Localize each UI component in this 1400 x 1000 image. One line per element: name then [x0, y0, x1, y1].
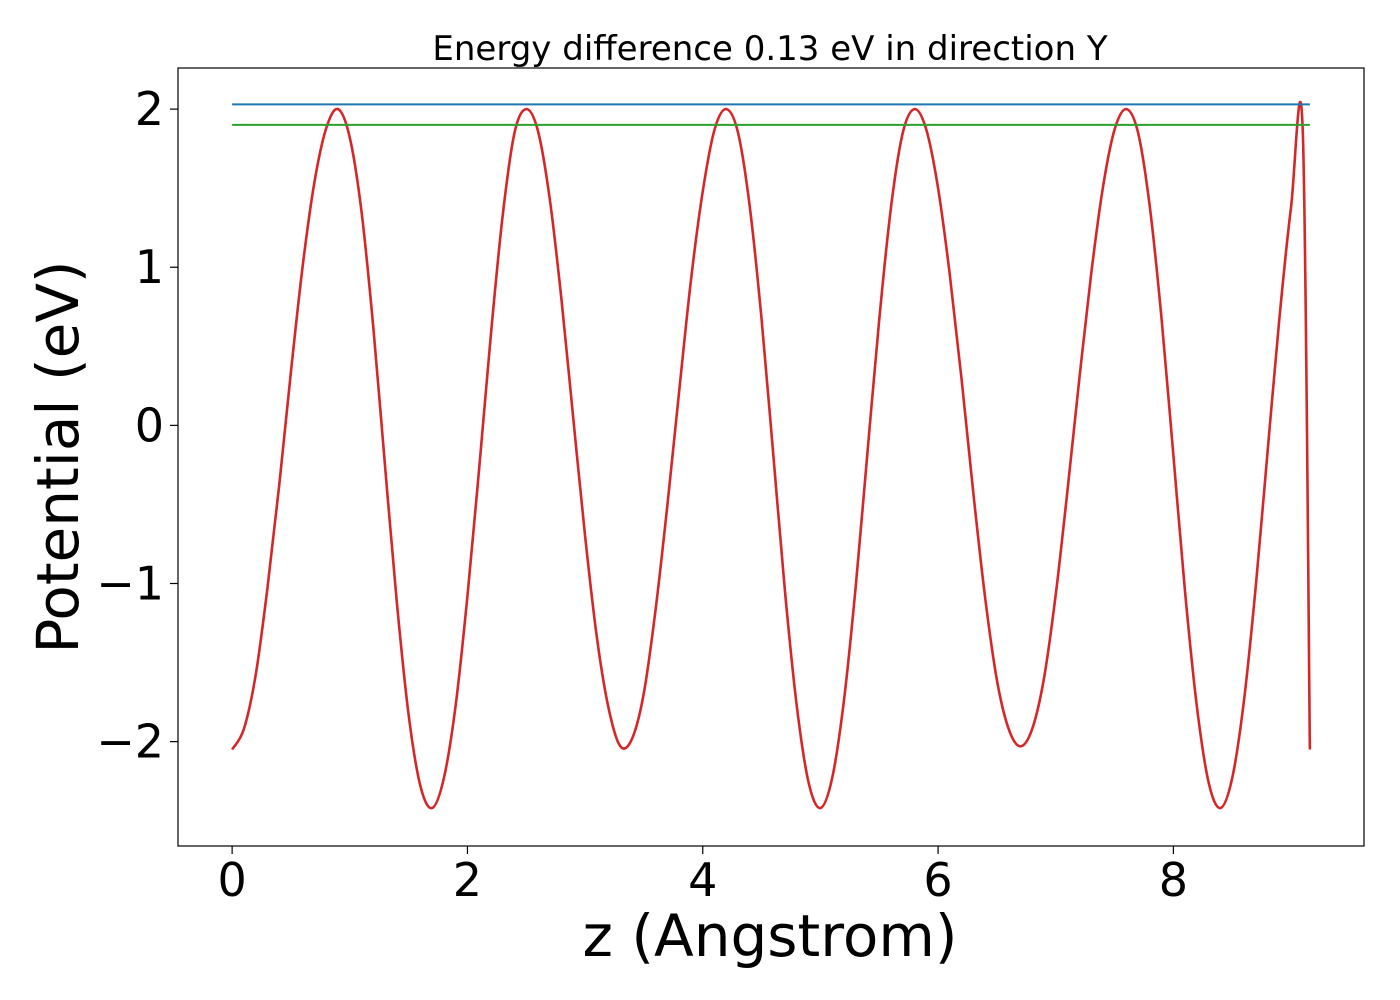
y-tick-label: 2	[135, 82, 164, 136]
y-tick-label: 1	[135, 240, 164, 294]
series-layer	[230, 100, 1312, 810]
y-axis-ticks: −2 −1 0 1 2	[96, 82, 178, 769]
potential-curve	[230, 100, 1312, 810]
x-tick-label: 0	[217, 853, 246, 907]
y-axis-label: Potential (eV)	[24, 260, 92, 653]
x-tick-label: 8	[1159, 853, 1188, 907]
x-tick-label: 2	[453, 853, 482, 907]
y-tick-label: −1	[96, 557, 164, 611]
x-tick-label: 6	[923, 853, 952, 907]
y-tick-label: −2	[96, 715, 164, 769]
x-axis-label: z (Angstrom)	[583, 902, 958, 970]
chart-title: Energy difference 0.13 eV in direction Y	[432, 29, 1107, 69]
plot-frame	[177, 67, 1365, 847]
x-axis-ticks: 0 2 4 6 8	[217, 846, 1188, 907]
x-tick-label: 4	[688, 853, 717, 907]
y-tick-label: 0	[135, 398, 164, 452]
